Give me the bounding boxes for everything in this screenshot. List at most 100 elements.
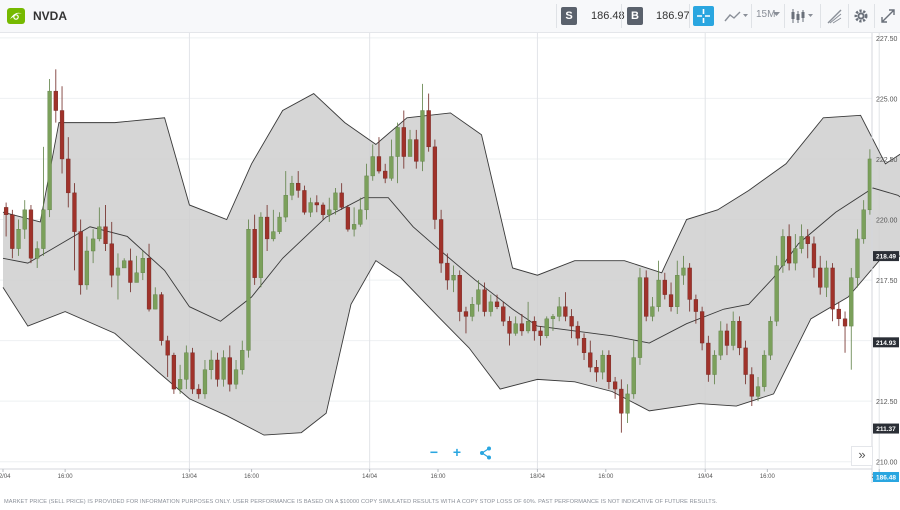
candle-body [768, 321, 773, 356]
buy-price[interactable]: 186.97 [656, 10, 690, 22]
zoom-in-button[interactable]: + [447, 444, 467, 460]
candle-body [190, 352, 195, 390]
candle-body [3, 207, 9, 215]
candle-body [805, 236, 810, 244]
price-chart[interactable]: 227.50225.00222.50220.00217.50215.00212.… [0, 33, 900, 495]
candle-body [625, 393, 630, 414]
candle-body [563, 306, 568, 317]
candle-body [240, 350, 245, 370]
sell-price[interactable]: 186.48 [591, 10, 625, 22]
candle-body [165, 340, 170, 356]
candle-body [184, 352, 189, 380]
candle-body [302, 190, 307, 213]
candle-body [606, 354, 612, 382]
candle-body [762, 354, 767, 387]
candle-body [314, 202, 319, 206]
candle-body [743, 347, 748, 375]
candle-body [109, 243, 114, 276]
candle-body [569, 316, 574, 327]
toolbar-divider [848, 4, 849, 28]
toolbar-divider [751, 4, 752, 28]
line-chart-button[interactable] [724, 9, 748, 23]
x-tick-label: 14/04 [362, 474, 378, 480]
price-tag-background [873, 251, 899, 262]
candle-body [501, 306, 506, 322]
candle-body [177, 379, 183, 390]
candle-body [308, 202, 313, 213]
candle-body [811, 243, 817, 269]
fullscreen-button[interactable] [880, 8, 896, 24]
candle-body [271, 231, 276, 240]
price-tag-background [873, 423, 899, 434]
bollinger-band-area [3, 93, 900, 436]
candle-body [507, 321, 512, 334]
price-tag-label: 218.49 [876, 254, 896, 261]
candle-body [202, 369, 208, 395]
candle-body [699, 311, 705, 344]
instrument-symbol: NVDA [33, 9, 68, 23]
candle-body [414, 139, 419, 162]
y-tick-label: 220.00 [876, 218, 898, 225]
candle-body [513, 323, 518, 334]
candle-body [786, 236, 792, 264]
drawing-tools-button[interactable] [826, 8, 844, 24]
y-tick-label: 210.00 [876, 460, 898, 467]
share-button[interactable] [478, 445, 494, 461]
candle-body [289, 182, 295, 196]
sell-badge[interactable]: S [561, 7, 577, 25]
candle-body [532, 321, 537, 332]
candle-body [438, 219, 444, 264]
candle-body [84, 250, 90, 286]
scroll-to-latest-button[interactable]: » [851, 446, 873, 466]
y-tick-label: 225.00 [876, 96, 898, 103]
settings-button[interactable] [853, 8, 869, 24]
candle-body [675, 275, 680, 307]
candle-body [115, 267, 121, 276]
timeframe-selector[interactable]: 15M [756, 9, 776, 20]
candle-body [432, 146, 438, 220]
toolbar-divider [784, 4, 785, 28]
buy-badge[interactable]: B [627, 7, 643, 25]
candle-body [662, 279, 667, 295]
price-tag: 214.93 [873, 337, 899, 348]
candle-body [320, 204, 326, 215]
candle-body [842, 318, 848, 327]
x-tick-label: 16:00 [598, 474, 614, 480]
candle-body [227, 357, 232, 385]
candle-body [407, 139, 413, 157]
zoom-out-icon: − [429, 444, 439, 460]
candle-body [90, 238, 96, 252]
candle-body [588, 352, 593, 368]
candle-body [333, 192, 338, 211]
candle-body [656, 279, 661, 307]
chart-type-button[interactable] [790, 8, 816, 24]
candle-body [457, 275, 462, 312]
crosshair-button[interactable] [693, 6, 714, 26]
toolbar-divider [820, 4, 821, 28]
candle-body [233, 369, 239, 385]
candle-body [296, 182, 301, 191]
candle-body [644, 277, 649, 317]
zoom-out-button[interactable]: − [424, 444, 444, 460]
toolbar-divider [689, 4, 690, 28]
candle-body [755, 386, 761, 397]
candle-body [687, 267, 692, 300]
candle-body [737, 321, 742, 349]
candle-body [494, 301, 500, 307]
candle-body [47, 90, 52, 211]
candle-body [731, 321, 736, 346]
candle-body [153, 294, 158, 310]
candle-body [550, 316, 556, 320]
candle-body [849, 277, 854, 327]
candle-body [246, 228, 251, 351]
candle-body [140, 258, 145, 273]
candle-body [594, 367, 599, 373]
candle-body [22, 209, 27, 230]
candle-body [72, 192, 77, 232]
candle-body [538, 330, 543, 336]
y-tick-label: 212.50 [876, 399, 898, 406]
crosshair-icon [697, 9, 710, 23]
candle-body [818, 267, 823, 288]
disclaimer-text: MARKET PRICE (SELL PRICE) IS PROVIDED FO… [4, 499, 718, 505]
candle-body [264, 216, 270, 240]
